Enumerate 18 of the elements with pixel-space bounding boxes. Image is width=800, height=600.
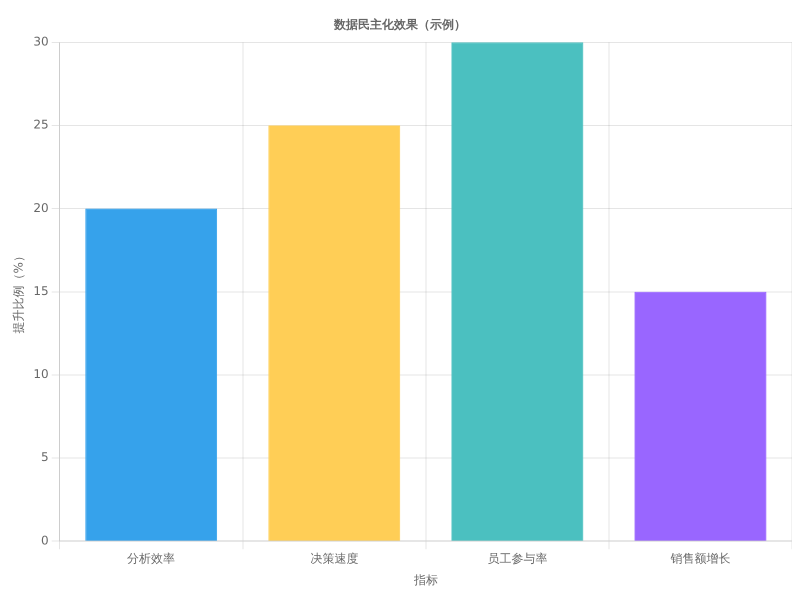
- bar: [634, 292, 766, 541]
- bar: [451, 42, 584, 541]
- y-tick-label: 0: [41, 533, 49, 548]
- y-tick-label: 15: [33, 284, 49, 298]
- bar: [268, 126, 400, 541]
- y-axis-title: 提升比例（%）: [11, 250, 26, 334]
- x-axis-title: 指标: [412, 572, 438, 587]
- x-tick-label: 员工参与率: [487, 552, 548, 566]
- bar: [85, 208, 218, 541]
- y-tick-label: 25: [33, 118, 49, 132]
- x-tick-label: 分析效率: [127, 552, 176, 566]
- chart-title: 数据民主化效果（示例）: [333, 17, 466, 32]
- x-tick-label: 销售额增长: [669, 552, 730, 566]
- y-tick-label: 10: [33, 367, 49, 382]
- x-tick-label: 决策速度: [310, 552, 358, 566]
- y-tick-label: 30: [33, 34, 49, 49]
- y-tick-label: 20: [33, 200, 49, 215]
- y-tick-label: 5: [41, 450, 49, 464]
